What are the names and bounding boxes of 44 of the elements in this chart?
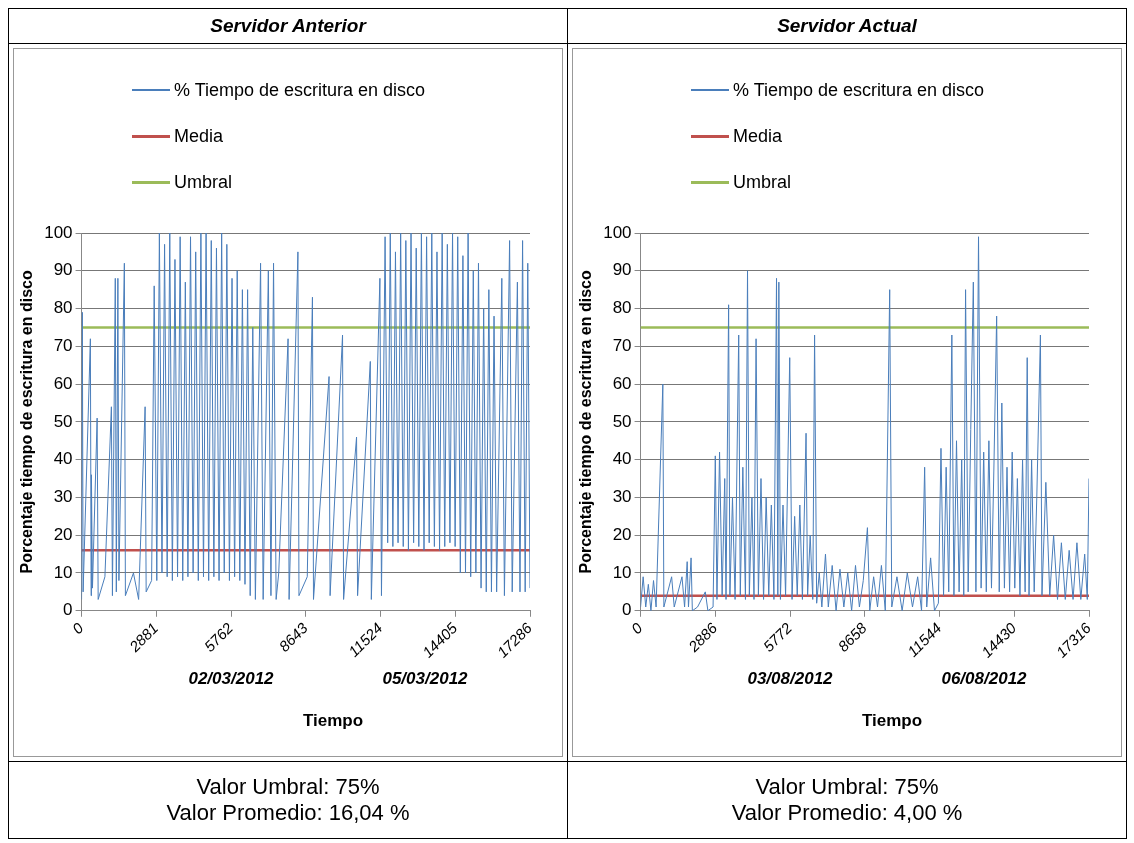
text: 05/03/2012 [382,669,468,689]
legend-label: Umbral [733,171,792,193]
text: Valor Umbral: 75% [755,774,939,800]
y-tick-label: 30 [612,487,632,507]
y-tick-label: 40 [53,449,73,469]
y-tick-label: 30 [53,487,73,507]
y-tick-label: 10 [53,562,73,582]
y-tick-label: 40 [612,449,632,469]
y-tick-label: 60 [612,373,632,393]
y-tick-label: 50 [612,411,632,431]
chart-title: Servidor Anterior [210,15,366,37]
y-tick-label: 80 [612,298,632,318]
x-tick-label: 0 [627,618,647,638]
text: Valor Promedio: 4,00 % [731,800,963,826]
text: Valor Umbral: 75% [196,774,380,800]
x-axis-title: Tiempo [861,711,923,730]
y-tick-label: 100 [44,222,73,242]
y-tick-label: 90 [612,260,632,280]
y-tick-label: 10 [612,562,632,582]
text: 06/08/2012 [941,669,1027,689]
legend-label: Umbral [174,171,233,193]
y-tick-label: 20 [612,524,632,544]
legend-label: % Tiempo de escritura en disco [733,79,985,101]
legend-label: Media [174,125,224,147]
y-tick-label: 60 [53,373,73,393]
text: 02/03/2012 [188,669,274,689]
chart-title: Servidor Actual [777,15,917,37]
y-tick-label: 0 [63,600,73,620]
x-tick-label: 0 [68,618,88,638]
y-tick-label: 20 [53,524,73,544]
y-tick-label: 100 [603,222,632,242]
y-axis-title: Porcentaje tiempo de escritura en disco [577,270,595,574]
x-axis-title: Tiempo [302,711,364,730]
y-axis-title: Porcentaje tiempo de escritura en disco [18,270,36,574]
legend-label: % Tiempo de escritura en disco [174,79,426,101]
y-tick-label: 80 [53,298,73,318]
y-tick-label: 70 [612,336,632,356]
legend-label: Media [733,125,783,147]
y-tick-label: 0 [622,600,632,620]
text: Valor Promedio: 16,04 % [166,800,410,826]
text: 03/08/2012 [747,669,833,689]
y-tick-label: 70 [53,336,73,356]
y-tick-label: 50 [53,411,73,431]
y-tick-label: 90 [53,260,73,280]
